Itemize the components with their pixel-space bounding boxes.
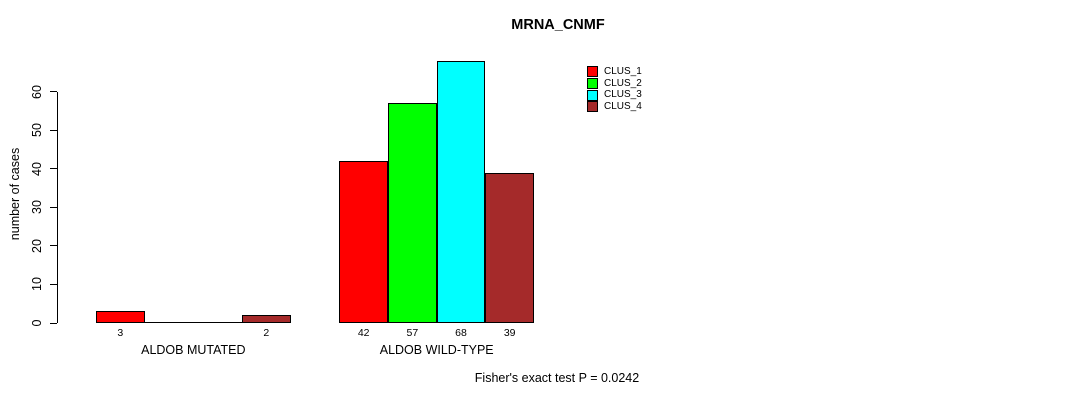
legend-swatch-icon — [587, 101, 598, 113]
bar — [436, 61, 486, 323]
bar — [242, 315, 291, 323]
y-axis-tick — [49, 129, 57, 131]
bar-value-label: 2 — [263, 326, 270, 339]
y-axis-tick — [49, 322, 57, 324]
bar-zero-height — [193, 322, 242, 323]
legend-swatch-icon — [587, 89, 598, 101]
y-axis-tick — [49, 168, 57, 170]
legend-row: CLUS_2 — [587, 78, 642, 90]
y-axis-title: number of cases — [8, 147, 22, 241]
legend-label: CLUS_3 — [604, 89, 642, 101]
bar — [339, 161, 388, 323]
legend-label: CLUS_1 — [604, 65, 642, 77]
y-axis-tick-label: 60 — [30, 84, 44, 99]
y-axis-tick-label: 30 — [30, 200, 44, 215]
bar-value-label: 57 — [406, 326, 419, 339]
y-axis-line — [56, 91, 58, 323]
bar-zero-height — [144, 322, 194, 323]
legend-swatch-icon — [587, 78, 598, 90]
y-axis-tick — [49, 91, 57, 93]
y-axis-tick-label: 40 — [30, 161, 44, 176]
bar-value-label: 68 — [455, 326, 467, 339]
legend-row: CLUS_1 — [587, 66, 642, 78]
bar — [485, 172, 535, 323]
bar-value-label: 42 — [357, 326, 370, 339]
legend-label: CLUS_4 — [604, 100, 642, 112]
legend-swatch-icon — [587, 66, 598, 78]
y-axis-tick — [49, 206, 57, 208]
bar — [388, 103, 437, 323]
y-axis-tick-label: 20 — [30, 239, 44, 253]
y-axis-tick — [49, 245, 57, 247]
chart-title: MRNA_CNMF — [511, 17, 605, 33]
bar-value-label: 39 — [503, 326, 516, 339]
bar — [96, 311, 145, 323]
bar-value-label: 3 — [117, 326, 124, 339]
legend: CLUS_1 CLUS_2 CLUS_3 CLUS_4 — [587, 66, 642, 113]
legend-label: CLUS_2 — [604, 77, 642, 89]
y-axis-tick — [49, 283, 57, 285]
legend-row: CLUS_3 — [587, 89, 642, 101]
annotation-text: Fisher's exact test P = 0.0242 — [474, 371, 640, 385]
y-axis-tick-label: 0 — [30, 319, 44, 327]
y-axis-tick-label: 10 — [30, 277, 44, 292]
legend-row: CLUS_4 — [587, 101, 642, 113]
category-label: ALDOB MUTATED — [141, 343, 246, 357]
y-axis-tick-label: 50 — [30, 123, 44, 138]
category-label: ALDOB WILD-TYPE — [379, 343, 494, 357]
